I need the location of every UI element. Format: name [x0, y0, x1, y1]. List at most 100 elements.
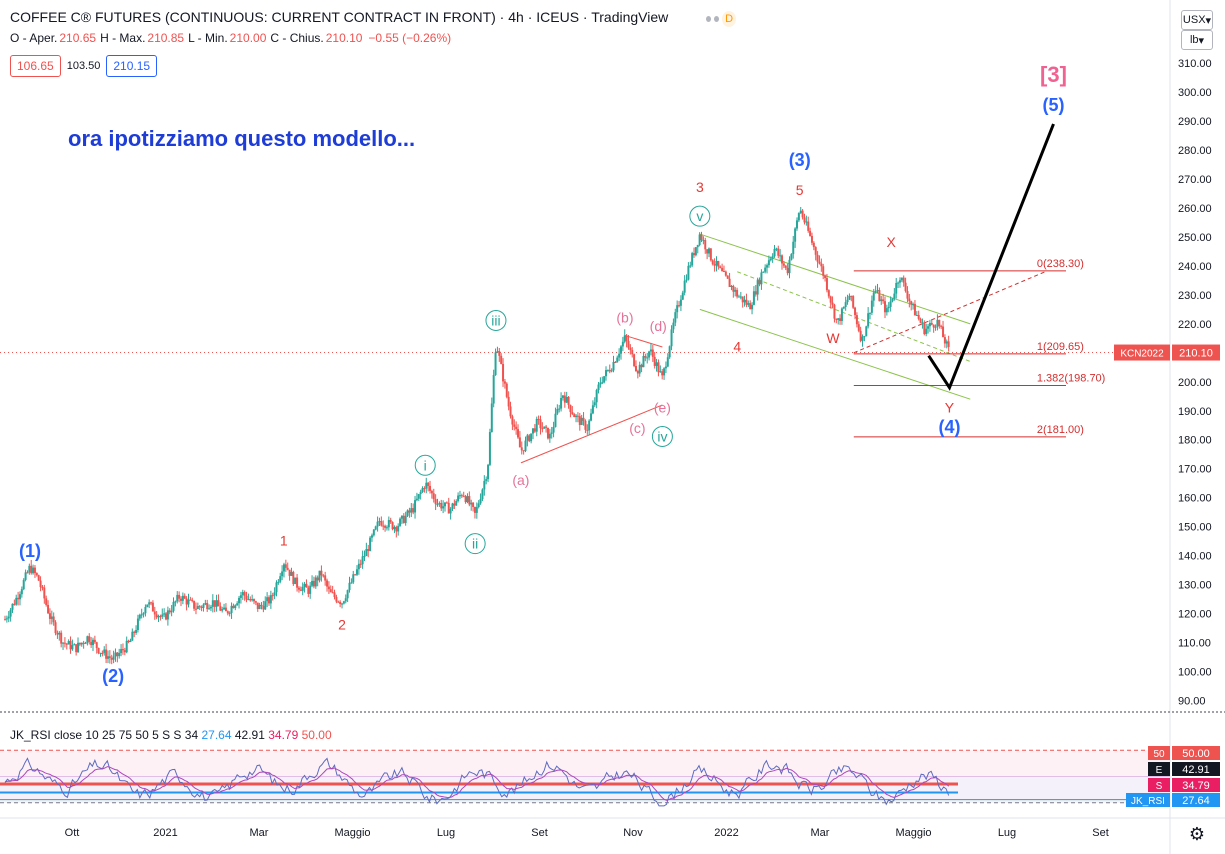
candle-body — [938, 319, 941, 327]
candle-body — [500, 355, 503, 364]
candle-body — [612, 362, 615, 371]
candle-body — [623, 335, 626, 342]
y-tick-label: 180.00 — [1178, 435, 1212, 447]
candle-body — [767, 260, 770, 266]
candle-body — [732, 285, 735, 292]
rsi-tag-key-bg — [1148, 746, 1170, 760]
candle-body — [657, 362, 660, 373]
candle-body — [249, 599, 252, 601]
candle-body — [131, 631, 134, 641]
candle-body — [709, 248, 712, 261]
candle-body — [181, 595, 184, 601]
candle-body — [670, 329, 673, 347]
title-badges: D — [706, 11, 736, 27]
candle-body — [133, 631, 136, 633]
x-tick-label: Mar — [250, 827, 269, 839]
candle-body — [440, 502, 443, 509]
candle-body — [462, 495, 465, 497]
candle-body — [369, 537, 372, 551]
candle-body — [436, 504, 439, 506]
bid-box[interactable]: 106.65 — [10, 55, 61, 77]
wave-label: iii — [491, 312, 500, 328]
ohlc-item: −0.55 (−0.26%) — [366, 31, 453, 45]
candle-body — [253, 599, 256, 602]
candle-body — [200, 606, 203, 608]
settings-gear-icon[interactable]: ⚙ — [1188, 824, 1205, 844]
candle-body — [784, 265, 787, 268]
unit-select-label: lb — [1189, 34, 1199, 46]
candle-body — [391, 522, 394, 530]
candle-body — [303, 583, 306, 587]
candle-body — [867, 313, 870, 327]
candle-body — [118, 653, 121, 657]
candle-body — [108, 656, 111, 658]
unit-select[interactable]: lb ▾ — [1181, 30, 1213, 50]
candle-body — [60, 632, 63, 644]
candle-body — [758, 280, 761, 285]
candle-body — [114, 652, 117, 657]
candle-body — [631, 350, 634, 355]
candle-body — [213, 600, 216, 607]
candle-body — [166, 610, 169, 620]
candle-body — [921, 322, 924, 324]
candle-body — [245, 595, 248, 600]
ohlc-label: H - Max. — [100, 31, 146, 45]
candle-body — [859, 330, 862, 341]
y-tick-label: 140.00 — [1178, 551, 1212, 563]
candle-body — [26, 572, 29, 574]
candle-body — [151, 602, 154, 612]
candle-body — [144, 606, 147, 614]
candle-body — [258, 604, 261, 610]
rsi-legend[interactable]: JK_RSI close 10 25 75 50 5 S S 34 27.64 … — [10, 728, 332, 742]
status-dot-icon — [714, 16, 720, 22]
candle-body — [678, 305, 681, 307]
candle-body — [65, 643, 68, 645]
candle-body — [702, 240, 705, 242]
rsi-tag-key-bg — [1148, 762, 1170, 776]
candle-body — [694, 247, 697, 256]
candle-body — [93, 639, 96, 643]
candle-body — [442, 506, 445, 509]
candle-body — [95, 642, 98, 649]
x-tick-label: Lug — [437, 827, 455, 839]
candle-body — [668, 346, 671, 358]
candle-body — [412, 508, 415, 513]
wave-label: v — [696, 208, 703, 224]
rsi-value-1: 27.64 — [201, 728, 232, 742]
candle-body — [857, 324, 860, 331]
candle-body — [502, 363, 505, 382]
candle-body — [82, 642, 85, 644]
candle-body — [282, 564, 285, 572]
candle-body — [453, 503, 456, 506]
candle-body — [854, 307, 857, 316]
ask-box[interactable]: 210.15 — [106, 55, 158, 77]
candle-body — [824, 275, 827, 279]
candle-body — [421, 488, 424, 492]
candle-body — [464, 496, 467, 503]
currency-select[interactable]: USX ▾ — [1181, 10, 1213, 30]
candle-body — [88, 636, 91, 642]
candle-body — [556, 409, 559, 414]
candle-body — [520, 447, 523, 451]
candle-body — [524, 440, 527, 451]
candle-body — [681, 292, 684, 300]
candle-body — [537, 418, 540, 420]
candle-body — [747, 303, 750, 305]
rsi-tag-key: E — [1156, 765, 1163, 776]
candle-body — [247, 599, 250, 601]
candle-body — [279, 576, 282, 582]
y-tick-label: 310.00 — [1178, 58, 1212, 70]
candle-body — [311, 580, 314, 586]
candle-body — [895, 283, 898, 294]
candle-body — [449, 508, 452, 514]
candle-body — [541, 428, 544, 430]
candle-body — [43, 587, 46, 599]
candle-body — [627, 341, 630, 348]
candle-body — [387, 520, 390, 528]
candle-body — [30, 565, 33, 574]
ohlc-value: 210.85 — [147, 31, 185, 45]
candle-body — [367, 549, 370, 551]
candle-body — [837, 318, 840, 320]
rsi-tag-value: 27.64 — [1182, 795, 1210, 807]
